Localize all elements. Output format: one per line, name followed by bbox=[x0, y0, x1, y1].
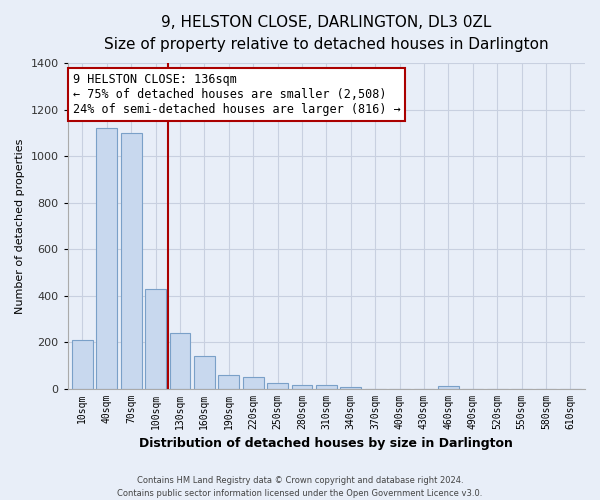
Text: Contains HM Land Registry data © Crown copyright and database right 2024.
Contai: Contains HM Land Registry data © Crown c… bbox=[118, 476, 482, 498]
Bar bbox=[340, 386, 361, 388]
Bar bbox=[121, 133, 142, 388]
Bar bbox=[267, 384, 288, 388]
Bar bbox=[438, 386, 459, 388]
Y-axis label: Number of detached properties: Number of detached properties bbox=[15, 138, 25, 314]
Title: 9, HELSTON CLOSE, DARLINGTON, DL3 0ZL
Size of property relative to detached hous: 9, HELSTON CLOSE, DARLINGTON, DL3 0ZL Si… bbox=[104, 15, 548, 52]
Bar bbox=[194, 356, 215, 388]
Bar bbox=[316, 385, 337, 388]
Bar bbox=[170, 333, 190, 388]
Bar bbox=[292, 385, 313, 388]
Text: 9 HELSTON CLOSE: 136sqm
← 75% of detached houses are smaller (2,508)
24% of semi: 9 HELSTON CLOSE: 136sqm ← 75% of detache… bbox=[73, 73, 401, 116]
Bar bbox=[145, 288, 166, 388]
Bar bbox=[97, 128, 117, 388]
Bar bbox=[72, 340, 93, 388]
Bar bbox=[218, 374, 239, 388]
Bar bbox=[243, 378, 263, 388]
X-axis label: Distribution of detached houses by size in Darlington: Distribution of detached houses by size … bbox=[139, 437, 513, 450]
